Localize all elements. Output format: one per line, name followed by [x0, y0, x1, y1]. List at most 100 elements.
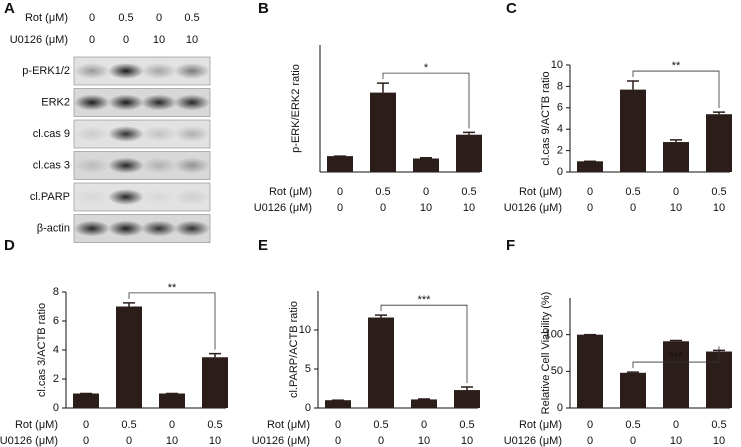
condition-name: Rot (μM) — [15, 419, 58, 431]
bar — [663, 341, 689, 408]
condition-value: 0.5 — [711, 419, 726, 431]
y-tick-label: 8 — [557, 80, 563, 92]
y-tick-label: 6 — [557, 102, 563, 114]
y-axis-label: cl.PARP/ACTB ratio — [288, 301, 300, 398]
condition-value: 10 — [209, 435, 221, 447]
blot-label: β-actin — [37, 222, 70, 234]
error-bar — [713, 111, 725, 115]
y-axis-label: p-ERK/ERK2 ratio — [290, 64, 302, 153]
condition-value: 0 — [630, 435, 636, 447]
panel-letter: C — [506, 0, 517, 17]
panel-letter: E — [258, 237, 268, 254]
panel-letter: A — [4, 0, 15, 17]
blot-band — [108, 63, 144, 79]
blot-label: cl.cas 9 — [33, 128, 70, 140]
condition-name: U0126 (μM) — [10, 34, 68, 46]
condition-value: 0 — [673, 186, 679, 198]
condition-value: 0.5 — [711, 186, 726, 198]
condition-value: 0.5 — [121, 419, 136, 431]
blot-band — [174, 189, 210, 205]
blot-band — [74, 94, 110, 111]
significance-label: ** — [168, 282, 177, 294]
condition-value: 0.5 — [184, 12, 199, 24]
blot-band — [141, 94, 177, 111]
y-tick-label: 4 — [53, 344, 59, 356]
error-bar — [463, 131, 475, 135]
condition-value: 0 — [337, 202, 343, 214]
error-bar — [375, 314, 387, 318]
error-bar — [627, 371, 639, 373]
condition-value: 0 — [587, 202, 593, 214]
blot-band — [141, 220, 177, 237]
significance-label: *** — [418, 294, 432, 306]
condition-value: 0 — [630, 202, 636, 214]
condition-value: 10 — [461, 435, 473, 447]
condition-value: 10 — [463, 202, 475, 214]
blot-label: cl.PARP — [30, 191, 70, 203]
condition-name: U0126 (μM) — [252, 435, 310, 447]
condition-value: 0 — [423, 186, 429, 198]
condition-value: 0 — [169, 419, 175, 431]
blot-band — [174, 63, 210, 79]
condition-value: 0 — [378, 435, 384, 447]
condition-name: U0126 (μM) — [504, 435, 562, 447]
bar — [706, 114, 732, 172]
condition-value: 0 — [421, 419, 427, 431]
error-bar — [670, 339, 682, 342]
error-bar — [377, 82, 389, 93]
y-axis-label: Relative Cell Viability (%) — [540, 292, 552, 415]
significance-label: ** — [672, 60, 681, 72]
y-tick-label: 100 — [545, 329, 563, 341]
bar — [620, 89, 646, 172]
y-tick-label: 6 — [53, 315, 59, 327]
y-tick-label: 8 — [53, 286, 59, 298]
blot-band — [174, 157, 210, 174]
condition-name: U0126 (μM) — [504, 202, 562, 214]
blot-band — [108, 126, 144, 142]
blot-band — [108, 220, 144, 237]
condition-value: 10 — [420, 202, 432, 214]
bar — [456, 134, 482, 172]
condition-value: 0.5 — [625, 186, 640, 198]
bar — [368, 317, 394, 408]
condition-value: 0 — [335, 419, 341, 431]
condition-value: 0 — [587, 435, 593, 447]
condition-value: 10 — [713, 202, 725, 214]
condition-value: 10 — [153, 34, 165, 46]
y-tick-label: 4 — [557, 123, 563, 135]
y-axis-label: cl.cas 9/ACTB ratio — [540, 71, 552, 165]
blot-band — [141, 189, 177, 205]
y-tick-label: 5 — [305, 363, 311, 375]
bar — [620, 372, 646, 408]
blot-band — [74, 189, 110, 205]
bar — [327, 156, 353, 172]
error-bar — [627, 80, 639, 90]
error-bar — [209, 352, 221, 358]
bar — [454, 390, 480, 408]
condition-value: 0.5 — [459, 419, 474, 431]
bar — [663, 142, 689, 172]
condition-name: Rot (μM) — [269, 186, 312, 198]
condition-value: 0.5 — [461, 186, 476, 198]
condition-value: 0.5 — [625, 419, 640, 431]
y-tick-label: 0 — [557, 402, 563, 414]
condition-value: 0.5 — [373, 419, 388, 431]
significance-bracket — [128, 292, 216, 350]
panel-letter: B — [258, 0, 269, 17]
condition-name: Rot (μM) — [519, 186, 562, 198]
blot-band — [74, 220, 110, 237]
bar — [202, 357, 228, 408]
y-tick-label: 10 — [551, 59, 563, 71]
blot-band — [141, 126, 177, 142]
y-tick-label: 10 — [299, 324, 311, 336]
significance-label: *** — [670, 351, 684, 363]
blot-band — [108, 157, 144, 174]
condition-value: 10 — [670, 435, 682, 447]
blot-label: p-ERK1/2 — [22, 65, 70, 77]
condition-name: Rot (μM) — [25, 12, 68, 24]
bar — [73, 393, 99, 408]
y-tick-label: 0 — [53, 402, 59, 414]
significance-bracket — [632, 70, 720, 109]
condition-value: 0 — [156, 12, 162, 24]
significance-label: * — [424, 62, 429, 74]
